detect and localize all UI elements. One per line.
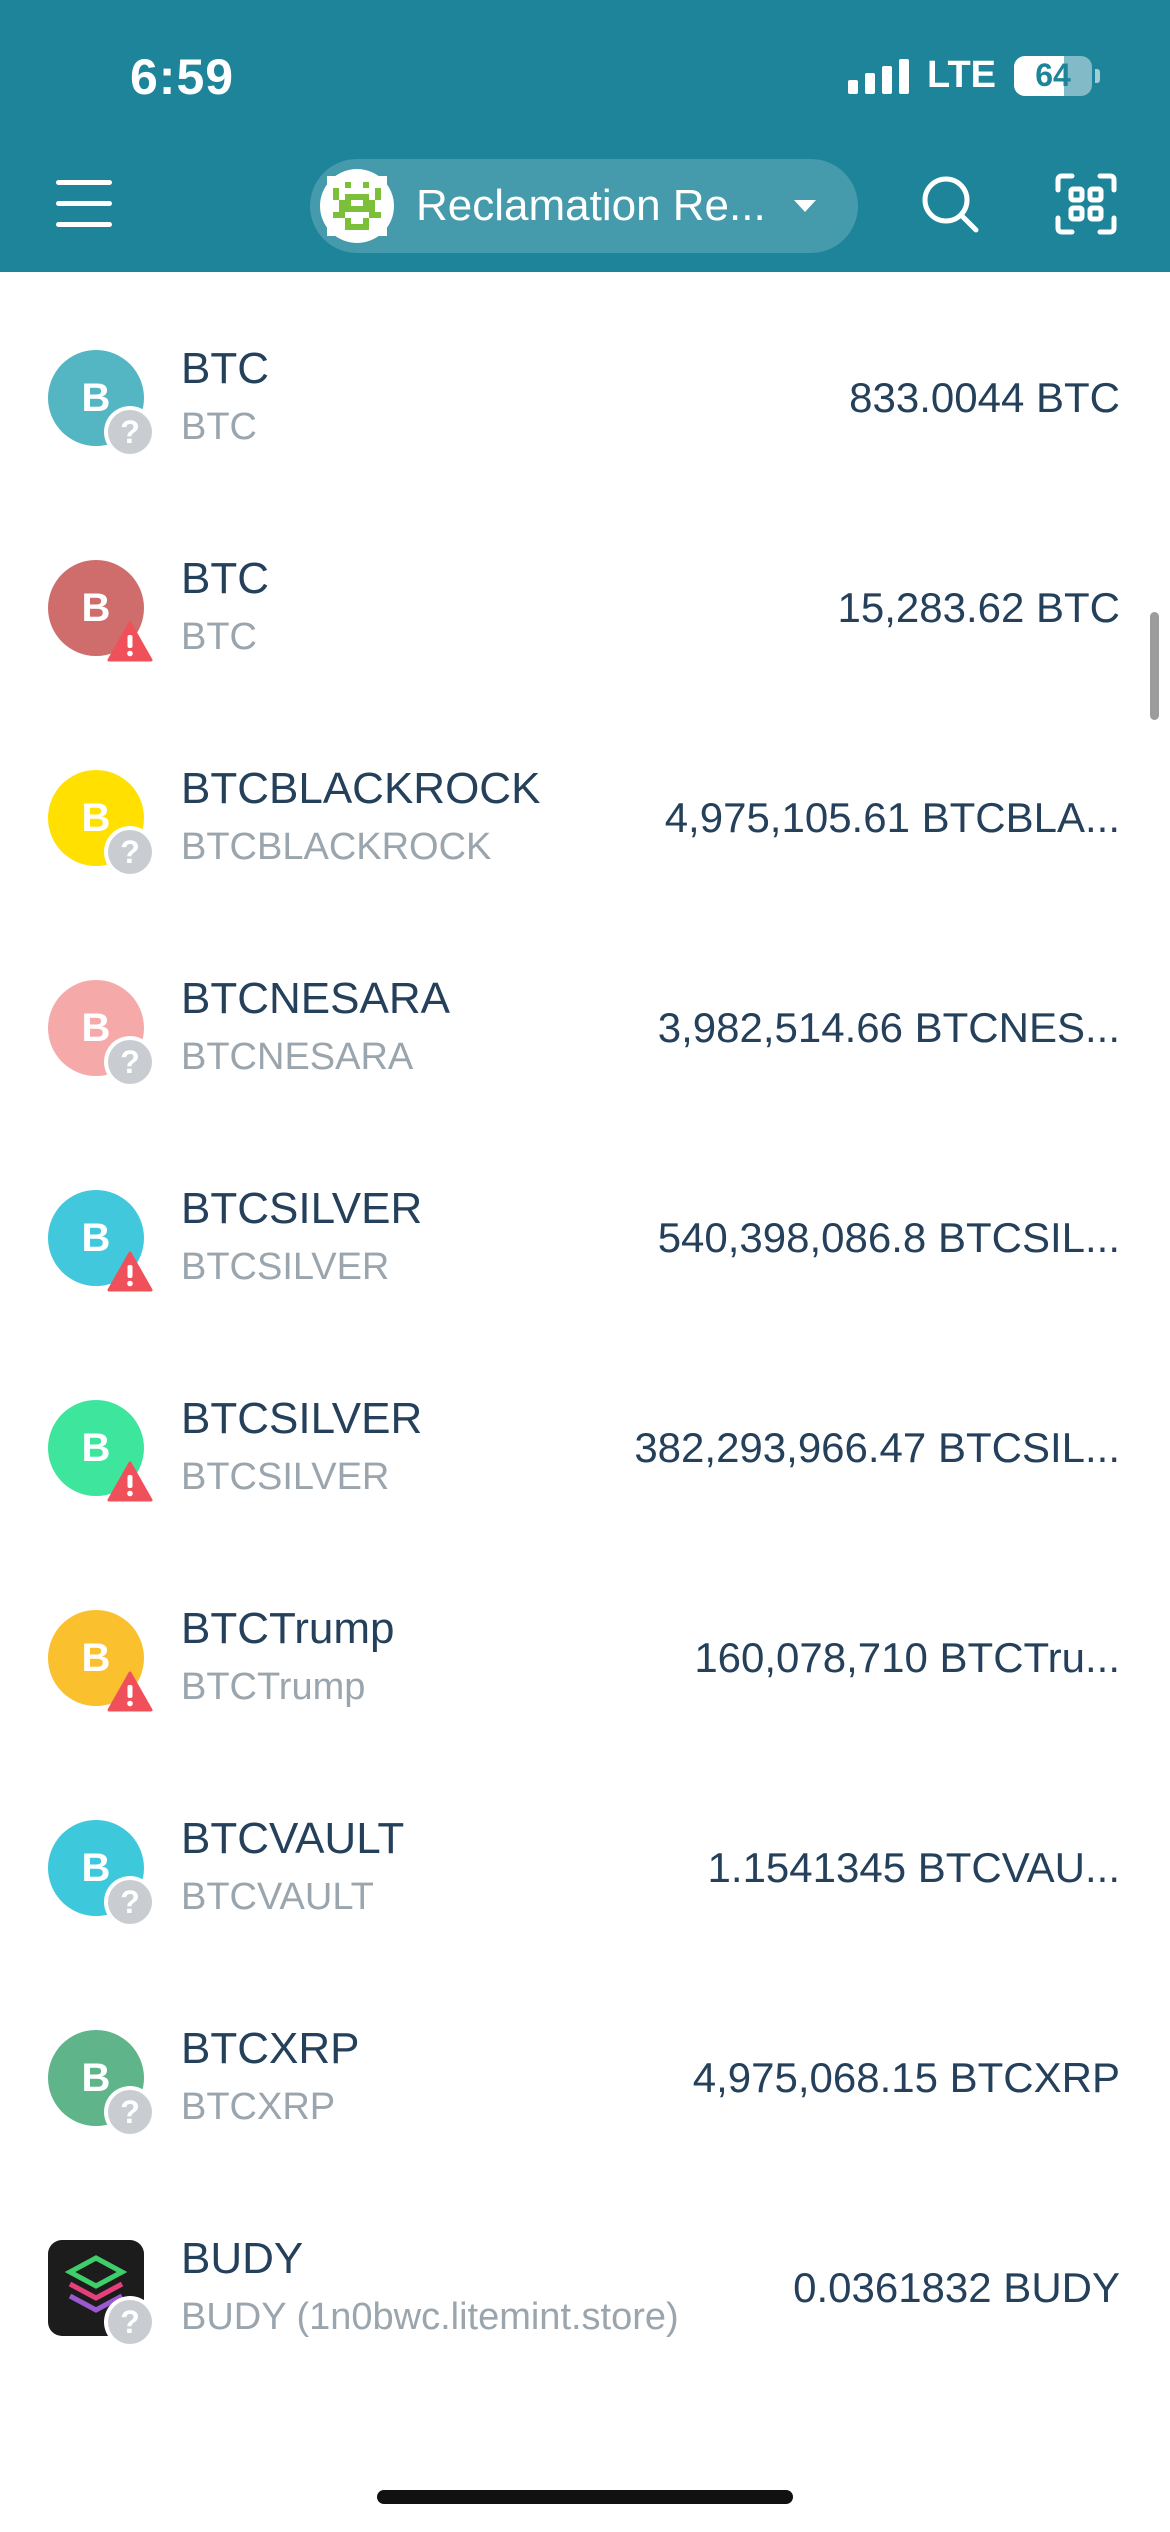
token-row[interactable]: B? BTCBLACKROCK BTCBLACKROCK 4,975,105.61 B…	[0, 692, 1170, 902]
token-row[interactable]: B BTCSILVER BTCSILVER 382,293,966.47 BTCSIL…	[0, 1322, 1170, 1532]
token-name: BTCVAULT	[181, 1814, 405, 1863]
unverified-question-icon: ?	[104, 2086, 156, 2138]
unverified-question-icon: ?	[104, 1036, 156, 1088]
signal-strength-icon	[848, 58, 910, 94]
token-row[interactable]: B? BTCXRP BTCXRP 4,975,068.15 BTCXRP	[0, 1952, 1170, 2162]
token-name: BTCNESARA	[181, 974, 450, 1023]
unverified-question-icon: ?	[104, 406, 156, 458]
token-symbol: BTCBLACKROCK	[181, 826, 492, 868]
warning-icon	[104, 1456, 156, 1508]
token-balance: 3,982,514.66 BTCNES...	[657, 1004, 1120, 1051]
token-avatar-icon: B	[48, 770, 144, 866]
token-row[interactable]: B BTCSILVER BTCSILVER 540,398,086.8 BTCSIL.…	[0, 1112, 1170, 1322]
status-indicators: LTE 64	[848, 54, 1100, 97]
token-row[interactable]: B? BTCNESARA BTCNESARA 3,982,514.66 BTCNES.…	[0, 902, 1170, 1112]
token-row[interactable]: B? BTCVAULT BTCVAULT 1.1541345 BTCVAU...	[0, 1742, 1170, 1952]
token-balance: 4,975,105.61 BTCBLA...	[664, 794, 1120, 841]
token-name: BTCSILVER	[181, 1394, 423, 1443]
token-symbol: BTC	[181, 406, 257, 448]
token-balance: 160,078,710 BTCTru...	[694, 1634, 1120, 1681]
hamburger-menu-icon[interactable]	[56, 180, 112, 228]
token-symbol: BTCTrump	[181, 1666, 366, 1708]
token-name: BTCBLACKROCK	[181, 764, 541, 813]
battery-nub	[1095, 68, 1100, 83]
warning-icon	[104, 1666, 156, 1718]
warning-icon	[104, 1246, 156, 1298]
warning-icon	[104, 616, 156, 668]
token-symbol: BTC	[181, 616, 257, 658]
status-time: 6:59	[130, 49, 235, 105]
network-type: LTE	[927, 54, 996, 96]
token-symbol: BUDY (1n0bwc.litemint.store)	[181, 2296, 679, 2338]
unverified-question-icon: ?	[104, 826, 156, 878]
token-name: BUDY	[181, 2234, 304, 2283]
token-balance: 833.0044 BTC	[849, 374, 1120, 421]
token-name: BTCXRP	[181, 2024, 360, 2073]
account-name: Reclamation Re...	[416, 181, 766, 230]
token-name: BTC	[181, 554, 269, 603]
account-selector[interactable]: Reclamation Re...	[310, 159, 858, 253]
token-row[interactable]: ? BUDY BUDY (1n0bwc.litemint.store) 0.03618…	[0, 2162, 1170, 2372]
token-name: BTC	[181, 344, 269, 393]
token-row[interactable]: B BTCTrump BTCTrump 160,078,710 BTCTru...	[0, 1532, 1170, 1742]
token-name: BTCTrump	[181, 1604, 395, 1653]
home-indicator	[377, 2490, 793, 2504]
token-name: BTCSILVER	[181, 1184, 423, 1233]
chevron-down-icon	[794, 200, 816, 212]
token-balance: 15,283.62 BTC	[837, 584, 1120, 631]
token-balance: 382,293,966.47 BTCSIL...	[634, 1424, 1120, 1471]
token-list: B? BTC BTC 833.0044 BTC B BTC BTC 15,283.62 BTC…	[0, 272, 1170, 2372]
token-symbol: BTCNESARA	[181, 1036, 414, 1078]
token-symbol: BTCSILVER	[181, 1456, 390, 1498]
battery-icon: 64	[1014, 55, 1092, 96]
search-icon[interactable]	[918, 172, 982, 236]
token-balance: 4,975,068.15 BTCXRP	[692, 2054, 1120, 2101]
token-balance: 1.1541345 BTCVAU...	[707, 1844, 1120, 1891]
qr-scan-icon[interactable]	[1054, 172, 1118, 236]
token-balance: 0.0361832 BUDY	[793, 2264, 1120, 2311]
token-row[interactable]: B? BTC BTC 833.0044 BTC	[0, 272, 1170, 482]
unverified-question-icon: ?	[104, 1876, 156, 1928]
token-symbol: BTCSILVER	[181, 1246, 390, 1288]
scrollbar[interactable]	[1150, 612, 1159, 720]
battery-level: 64	[1035, 57, 1071, 93]
token-row[interactable]: B BTC BTC 15,283.62 BTC	[0, 482, 1170, 692]
token-balance: 540,398,086.8 BTCSIL...	[657, 1214, 1120, 1261]
unverified-question-icon: ?	[104, 2296, 156, 2348]
account-avatar	[320, 169, 394, 243]
token-symbol: BTCXRP	[181, 2086, 336, 2128]
token-symbol: BTCVAULT	[181, 1876, 374, 1918]
app-header: 6:59 LTE 64	[0, 0, 1170, 272]
